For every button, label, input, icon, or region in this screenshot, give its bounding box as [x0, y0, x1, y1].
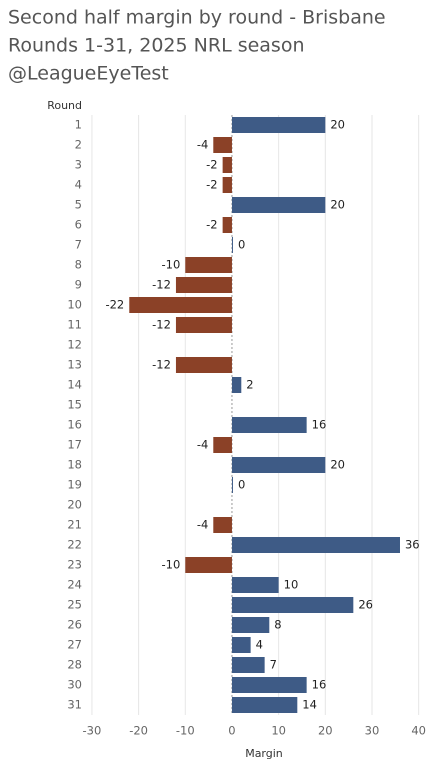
- data-label: -12: [152, 358, 171, 372]
- y-tick-label: 8: [75, 258, 82, 272]
- data-label: -4: [197, 518, 208, 532]
- y-tick-label: 28: [67, 658, 82, 672]
- y-tick-label: 3: [75, 158, 82, 172]
- data-label: 36: [405, 538, 420, 552]
- bar: [231, 117, 326, 133]
- bar: [129, 297, 232, 313]
- y-tick-label: 13: [67, 358, 82, 372]
- y-tick-label: 2: [75, 138, 82, 152]
- bar: [231, 417, 307, 433]
- bar: [231, 677, 307, 693]
- y-tick-label: 10: [67, 298, 82, 312]
- y-tick-label: 9: [75, 278, 82, 292]
- y-tick-label: 6: [75, 218, 82, 232]
- data-label: 7: [270, 658, 277, 672]
- data-label: 0: [238, 478, 245, 492]
- y-tick-label: 15: [67, 398, 82, 412]
- y-tick-label: 14: [67, 378, 82, 392]
- bar: [231, 377, 242, 393]
- y-tick-label: 20: [67, 498, 82, 512]
- bar: [213, 517, 232, 533]
- bar: [231, 617, 270, 633]
- bar: [231, 697, 298, 713]
- x-tick-label: 0: [228, 724, 235, 738]
- x-tick-label: 40: [411, 724, 426, 738]
- data-label: 20: [330, 198, 345, 212]
- y-tick-label: 18: [67, 458, 82, 472]
- x-tick-label: -30: [83, 724, 102, 738]
- bar: [222, 157, 232, 173]
- data-label: -2: [206, 218, 217, 232]
- data-label: 8: [274, 618, 281, 632]
- y-tick-label: 26: [67, 618, 82, 632]
- data-label: -2: [206, 178, 217, 192]
- data-label: 14: [302, 698, 317, 712]
- chart-subtitle: Rounds 1-31, 2025 NRL season: [8, 35, 305, 57]
- x-tick-label: 30: [365, 724, 380, 738]
- y-tick-label: 4: [75, 178, 82, 192]
- y-tick-label: 16: [67, 418, 82, 432]
- bar: [222, 217, 232, 233]
- bar: [231, 577, 279, 593]
- chart-credit: @LeagueEyeTest: [8, 63, 169, 85]
- y-tick-label: 23: [67, 558, 82, 572]
- bar: [175, 277, 232, 293]
- data-label: 16: [312, 678, 327, 692]
- data-label: 26: [358, 598, 373, 612]
- bar: [175, 357, 232, 373]
- y-tick-label: 17: [67, 438, 82, 452]
- data-label: 0: [238, 238, 245, 252]
- bar: [231, 477, 233, 493]
- y-tick-label: 1: [75, 118, 82, 132]
- data-label: -12: [152, 318, 171, 332]
- data-label: -12: [152, 278, 171, 292]
- bar: [213, 437, 232, 453]
- x-tick-label: -20: [129, 724, 148, 738]
- y-tick-label: 24: [67, 578, 82, 592]
- y-tick-label: 12: [67, 338, 82, 352]
- y-tick-label: 5: [75, 198, 82, 212]
- x-tick-label: -10: [176, 724, 195, 738]
- y-tick-label: 7: [75, 238, 82, 252]
- bar: [175, 317, 232, 333]
- bar: [185, 257, 232, 273]
- bar: [231, 197, 326, 213]
- data-label: -4: [197, 438, 208, 452]
- x-tick-label: 20: [318, 724, 333, 738]
- data-label: -4: [197, 138, 208, 152]
- x-axis-title: Margin: [245, 747, 283, 760]
- bar: [231, 237, 233, 253]
- bar: [231, 537, 400, 553]
- data-label: 20: [330, 458, 345, 472]
- y-tick-label: 25: [67, 598, 82, 612]
- bar: [231, 597, 354, 613]
- y-tick-label: 27: [67, 638, 82, 652]
- y-tick-label: 11: [67, 318, 82, 332]
- bar: [231, 457, 326, 473]
- data-label: 2: [246, 378, 253, 392]
- data-label: 20: [330, 118, 345, 132]
- y-tick-label: 31: [67, 698, 82, 712]
- data-label: -2: [206, 158, 217, 172]
- data-label: 16: [312, 418, 327, 432]
- y-axis-title: Round: [47, 99, 82, 112]
- data-label: -10: [161, 258, 180, 272]
- data-label: -10: [161, 558, 180, 572]
- y-tick-label: 30: [67, 678, 82, 692]
- x-tick-label: 10: [271, 724, 286, 738]
- data-label: 4: [256, 638, 263, 652]
- chart-title: Second half margin by round - Brisbane: [8, 7, 386, 29]
- bar: [231, 657, 265, 673]
- bar: [213, 137, 232, 153]
- bar: [231, 637, 251, 653]
- bar: [185, 557, 232, 573]
- y-tick-label: 19: [67, 478, 82, 492]
- bar: [222, 177, 232, 193]
- y-tick-label: 21: [67, 518, 82, 532]
- data-label: -22: [105, 298, 124, 312]
- data-label: 10: [284, 578, 299, 592]
- y-tick-label: 22: [67, 538, 82, 552]
